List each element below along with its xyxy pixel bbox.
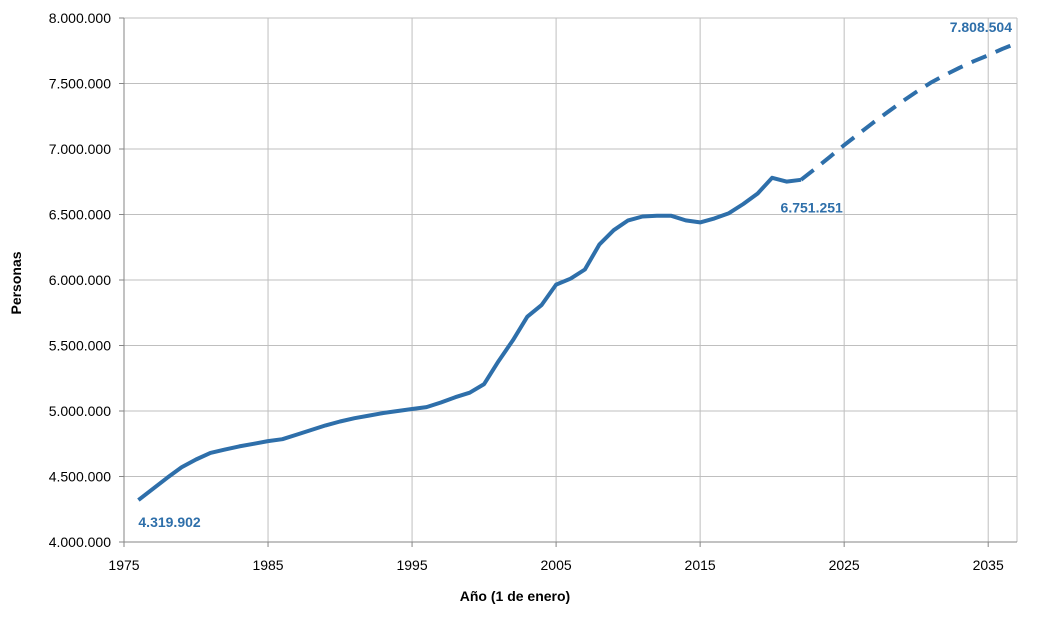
data-label: 7.808.504 <box>950 19 1012 35</box>
y-axis-tick-labels: 4.000.000 4.500.000 5.000.000 5.500.000 6.00… <box>49 10 111 550</box>
data-label: 6.751.251 <box>781 200 843 216</box>
projection-series-line <box>799 41 1018 182</box>
x-axis-title: Año (1 de enero) <box>460 588 570 604</box>
data-labels: 4.319.902 6.751.251 7.808.504 <box>138 19 1012 530</box>
x-tick-label: 2025 <box>829 557 860 573</box>
y-tick-label: 6.000.000 <box>49 272 111 288</box>
y-tick-label: 6.500.000 <box>49 207 111 223</box>
x-tick-label: 2015 <box>685 557 716 573</box>
y-tick-label: 4.000.000 <box>49 534 111 550</box>
y-tick-label: 7.000.000 <box>49 141 111 157</box>
x-tick-label: 1975 <box>108 557 139 573</box>
y-tick-label: 5.000.000 <box>49 403 111 419</box>
gridlines <box>124 17 1017 542</box>
data-series <box>137 41 1018 502</box>
y-tick-label: 5.500.000 <box>49 338 111 354</box>
y-axis-title: Personas <box>8 251 24 314</box>
axes <box>119 17 1018 547</box>
x-tick-label: 2035 <box>973 557 1004 573</box>
x-tick-label: 2005 <box>541 557 572 573</box>
y-tick-label: 8.000.000 <box>49 10 111 26</box>
y-tick-label: 7.500.000 <box>49 76 111 92</box>
x-axis-tick-labels: 1975 1985 1995 2005 2015 2025 2035 <box>108 557 1004 573</box>
x-tick-label: 1985 <box>252 557 283 573</box>
y-tick-label: 4.500.000 <box>49 469 111 485</box>
x-tick-label: 1995 <box>396 557 427 573</box>
observed-series-line <box>137 175 802 502</box>
data-label: 4.319.902 <box>138 514 200 530</box>
